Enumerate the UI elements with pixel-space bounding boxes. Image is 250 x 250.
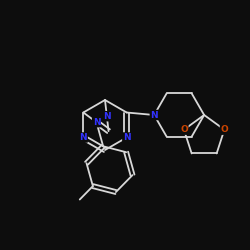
Text: N: N [103,112,111,121]
Text: N: N [123,133,130,142]
Text: N: N [150,110,158,120]
Text: O: O [180,125,188,134]
Text: O: O [220,125,228,134]
Text: N: N [93,118,100,127]
Text: N: N [80,133,87,142]
